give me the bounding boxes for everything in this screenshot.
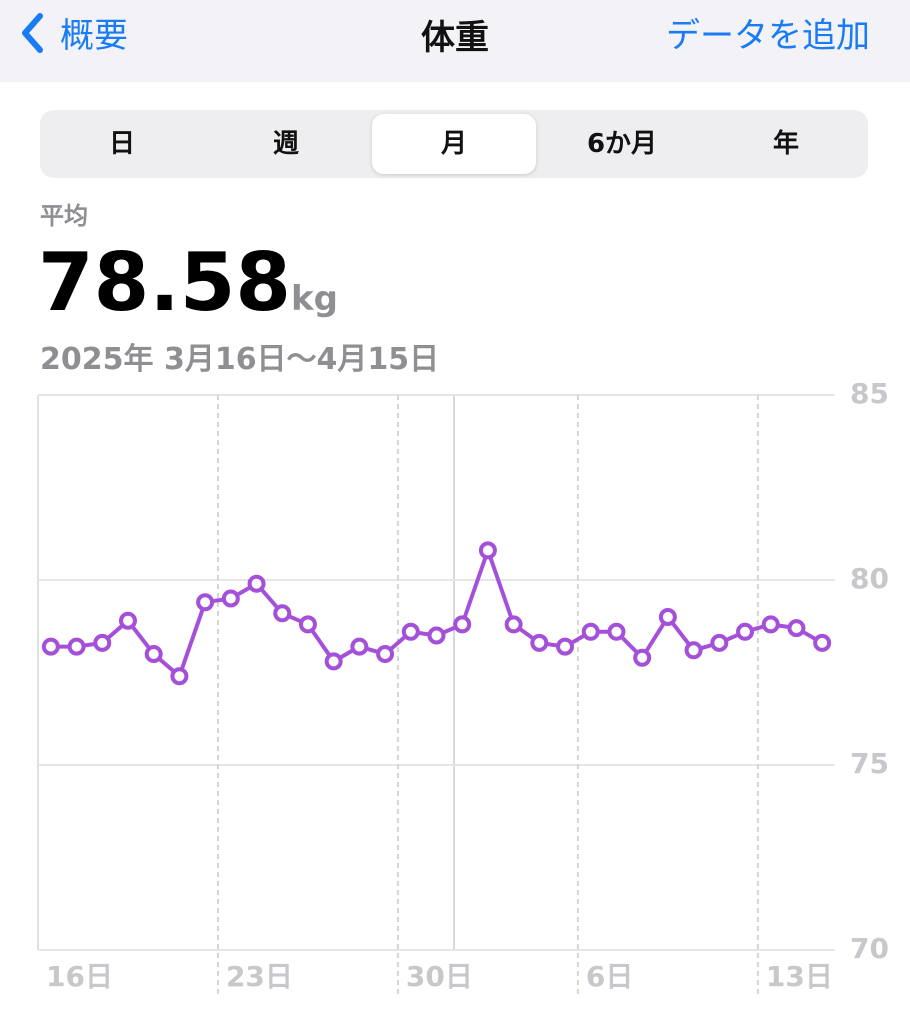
data-point	[401, 622, 420, 641]
back-button[interactable]: 概要	[20, 8, 128, 57]
data-point	[324, 652, 343, 671]
data-point	[581, 622, 600, 641]
data-point	[221, 589, 240, 608]
segment[interactable]: 週	[272, 129, 299, 159]
data-point	[761, 615, 780, 634]
data-point	[427, 626, 446, 645]
segment[interactable]: 年	[772, 129, 799, 159]
data-point	[607, 622, 626, 641]
data-point	[530, 633, 549, 652]
nav-bar: 概要 体重 データを追加	[0, 0, 910, 82]
weight-line	[50, 548, 824, 679]
data-point	[684, 641, 703, 660]
data-point	[93, 633, 112, 652]
data-point	[350, 637, 369, 656]
x-tick-label: 16日	[46, 960, 113, 993]
x-tick-label: 6日	[586, 960, 633, 993]
summary-value-row: 78.58kg	[38, 236, 338, 329]
summary-unit: kg	[291, 279, 338, 319]
data-point	[504, 615, 523, 634]
data-point	[273, 604, 292, 623]
summary-value: 78.58	[38, 236, 292, 329]
add-data-button[interactable]: データを追加	[666, 16, 870, 56]
data-point	[376, 645, 395, 663]
data-point	[170, 667, 189, 686]
data-point	[144, 645, 163, 663]
x-tick-label: 23日	[226, 960, 293, 993]
x-tick-label: 13日	[766, 960, 833, 993]
back-chevron	[22, 12, 43, 53]
y-tick-label: 70	[850, 932, 889, 965]
data-point	[813, 633, 832, 652]
data-point	[453, 615, 472, 634]
nav-title: 体重	[421, 18, 489, 58]
summary-range: 2025年 3月16日〜4月15日	[40, 342, 440, 377]
data-point	[633, 648, 652, 667]
data-point	[298, 615, 317, 634]
data-point	[736, 622, 755, 641]
y-tick-label: 80	[850, 562, 889, 595]
summary-label: 平均	[40, 202, 88, 230]
data-point	[118, 611, 137, 630]
segment[interactable]: 日	[108, 129, 135, 159]
data-point	[658, 608, 677, 626]
data-point	[556, 637, 575, 656]
data-point	[67, 637, 86, 656]
back-label: 概要	[60, 16, 128, 56]
data-point	[787, 619, 806, 638]
segmented-control: 日 週 月 6か月 年	[40, 110, 868, 178]
y-tick-label: 85	[850, 377, 889, 410]
data-point	[247, 574, 266, 593]
data-point	[710, 633, 729, 652]
data-point	[41, 637, 60, 656]
data-point	[478, 541, 497, 560]
x-tick-label: 30日	[406, 960, 473, 993]
data-point	[196, 593, 215, 612]
y-tick-label: 75	[850, 747, 889, 780]
segment[interactable]: 月	[372, 114, 536, 174]
segment[interactable]: 6か月	[586, 129, 658, 159]
